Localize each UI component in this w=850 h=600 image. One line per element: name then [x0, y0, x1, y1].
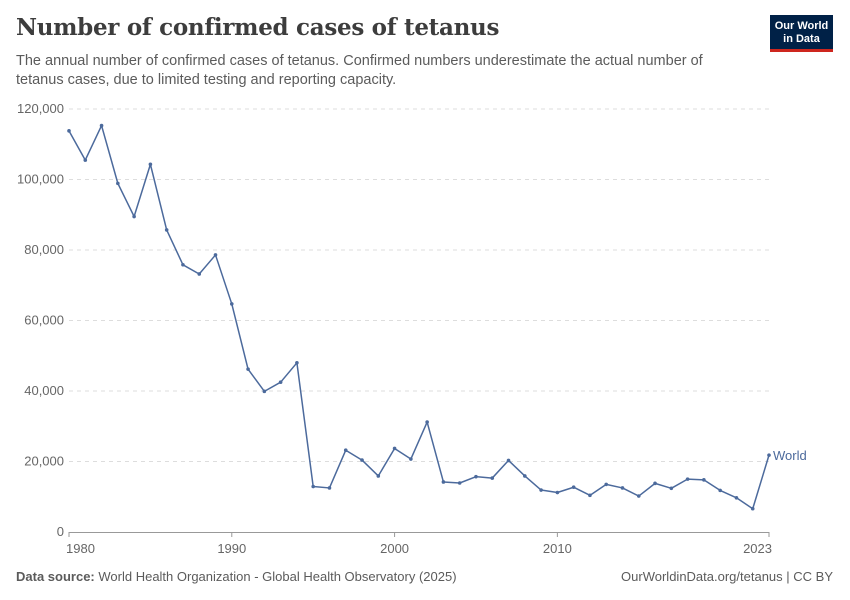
data-point: [376, 474, 381, 478]
data-point: [116, 181, 120, 186]
data-point: [83, 158, 88, 162]
data-point: [669, 486, 674, 491]
data-point: [409, 457, 413, 461]
chart-title: Number of confirmed cases of tetanus: [16, 14, 500, 41]
x-tick-label: 2010: [543, 541, 572, 556]
data-point: [702, 478, 706, 482]
source-link[interactable]: OurWorldinData.org/tetanus | CC BY: [621, 569, 833, 584]
data-point: [506, 458, 511, 463]
data-point: [99, 123, 104, 128]
data-point: [571, 485, 576, 490]
y-tick-label: 60,000: [24, 313, 64, 328]
data-point: [604, 482, 609, 487]
y-tick-label: 40,000: [24, 383, 64, 398]
data-point: [457, 481, 462, 485]
y-tick-label: 100,000: [17, 172, 64, 187]
source-text: World Health Organization - Global Healt…: [98, 569, 457, 584]
series-label: World: [773, 448, 807, 463]
data-point: [392, 446, 397, 451]
data-point: [718, 488, 722, 493]
y-tick-label: 0: [57, 524, 64, 539]
data-point: [164, 228, 169, 232]
data-point: [278, 380, 283, 384]
series-line-world: [68, 124, 770, 510]
y-tick-label: 80,000: [24, 242, 64, 257]
data-point: [636, 494, 641, 498]
data-point: [555, 490, 560, 495]
data-point: [327, 486, 332, 490]
data-point: [653, 481, 657, 486]
data-point: [262, 389, 267, 394]
owid-logo[interactable]: Our World in Data: [770, 15, 833, 52]
x-tick-label: 2000: [380, 541, 409, 556]
x-tick-label: 2023: [743, 541, 772, 556]
data-point: [229, 302, 234, 306]
data-point: [734, 496, 739, 500]
data-point: [311, 484, 315, 489]
logo-text: Our World in Data: [774, 20, 829, 45]
data-point: [181, 263, 185, 267]
data-point: [295, 361, 299, 365]
x-tick-label: 1990: [217, 541, 246, 556]
data-point: [132, 214, 136, 219]
data-point: [425, 420, 429, 424]
data-point: [474, 474, 478, 479]
data-point: [213, 253, 218, 257]
y-tick-label: 20,000: [24, 454, 64, 469]
data-point: [343, 448, 348, 453]
data-source: Data source: World Health Organization -…: [16, 569, 457, 584]
data-point: [360, 458, 364, 462]
data-point: [246, 367, 250, 371]
data-point: [197, 272, 202, 276]
x-tick-label: 1980: [66, 541, 95, 556]
data-point: [539, 488, 543, 492]
data-point: [767, 453, 771, 457]
data-point: [67, 129, 71, 133]
data-point: [523, 474, 527, 478]
data-point: [620, 486, 625, 490]
data-point: [148, 162, 153, 167]
chart-subtitle: The annual number of confirmed cases of …: [16, 53, 703, 88]
data-point: [750, 506, 755, 511]
source-label: Data source:: [16, 569, 95, 584]
data-point: [685, 477, 690, 481]
data-point: [588, 493, 592, 498]
y-tick-label: 120,000: [17, 101, 64, 116]
data-point: [441, 480, 446, 484]
data-point: [490, 476, 495, 480]
